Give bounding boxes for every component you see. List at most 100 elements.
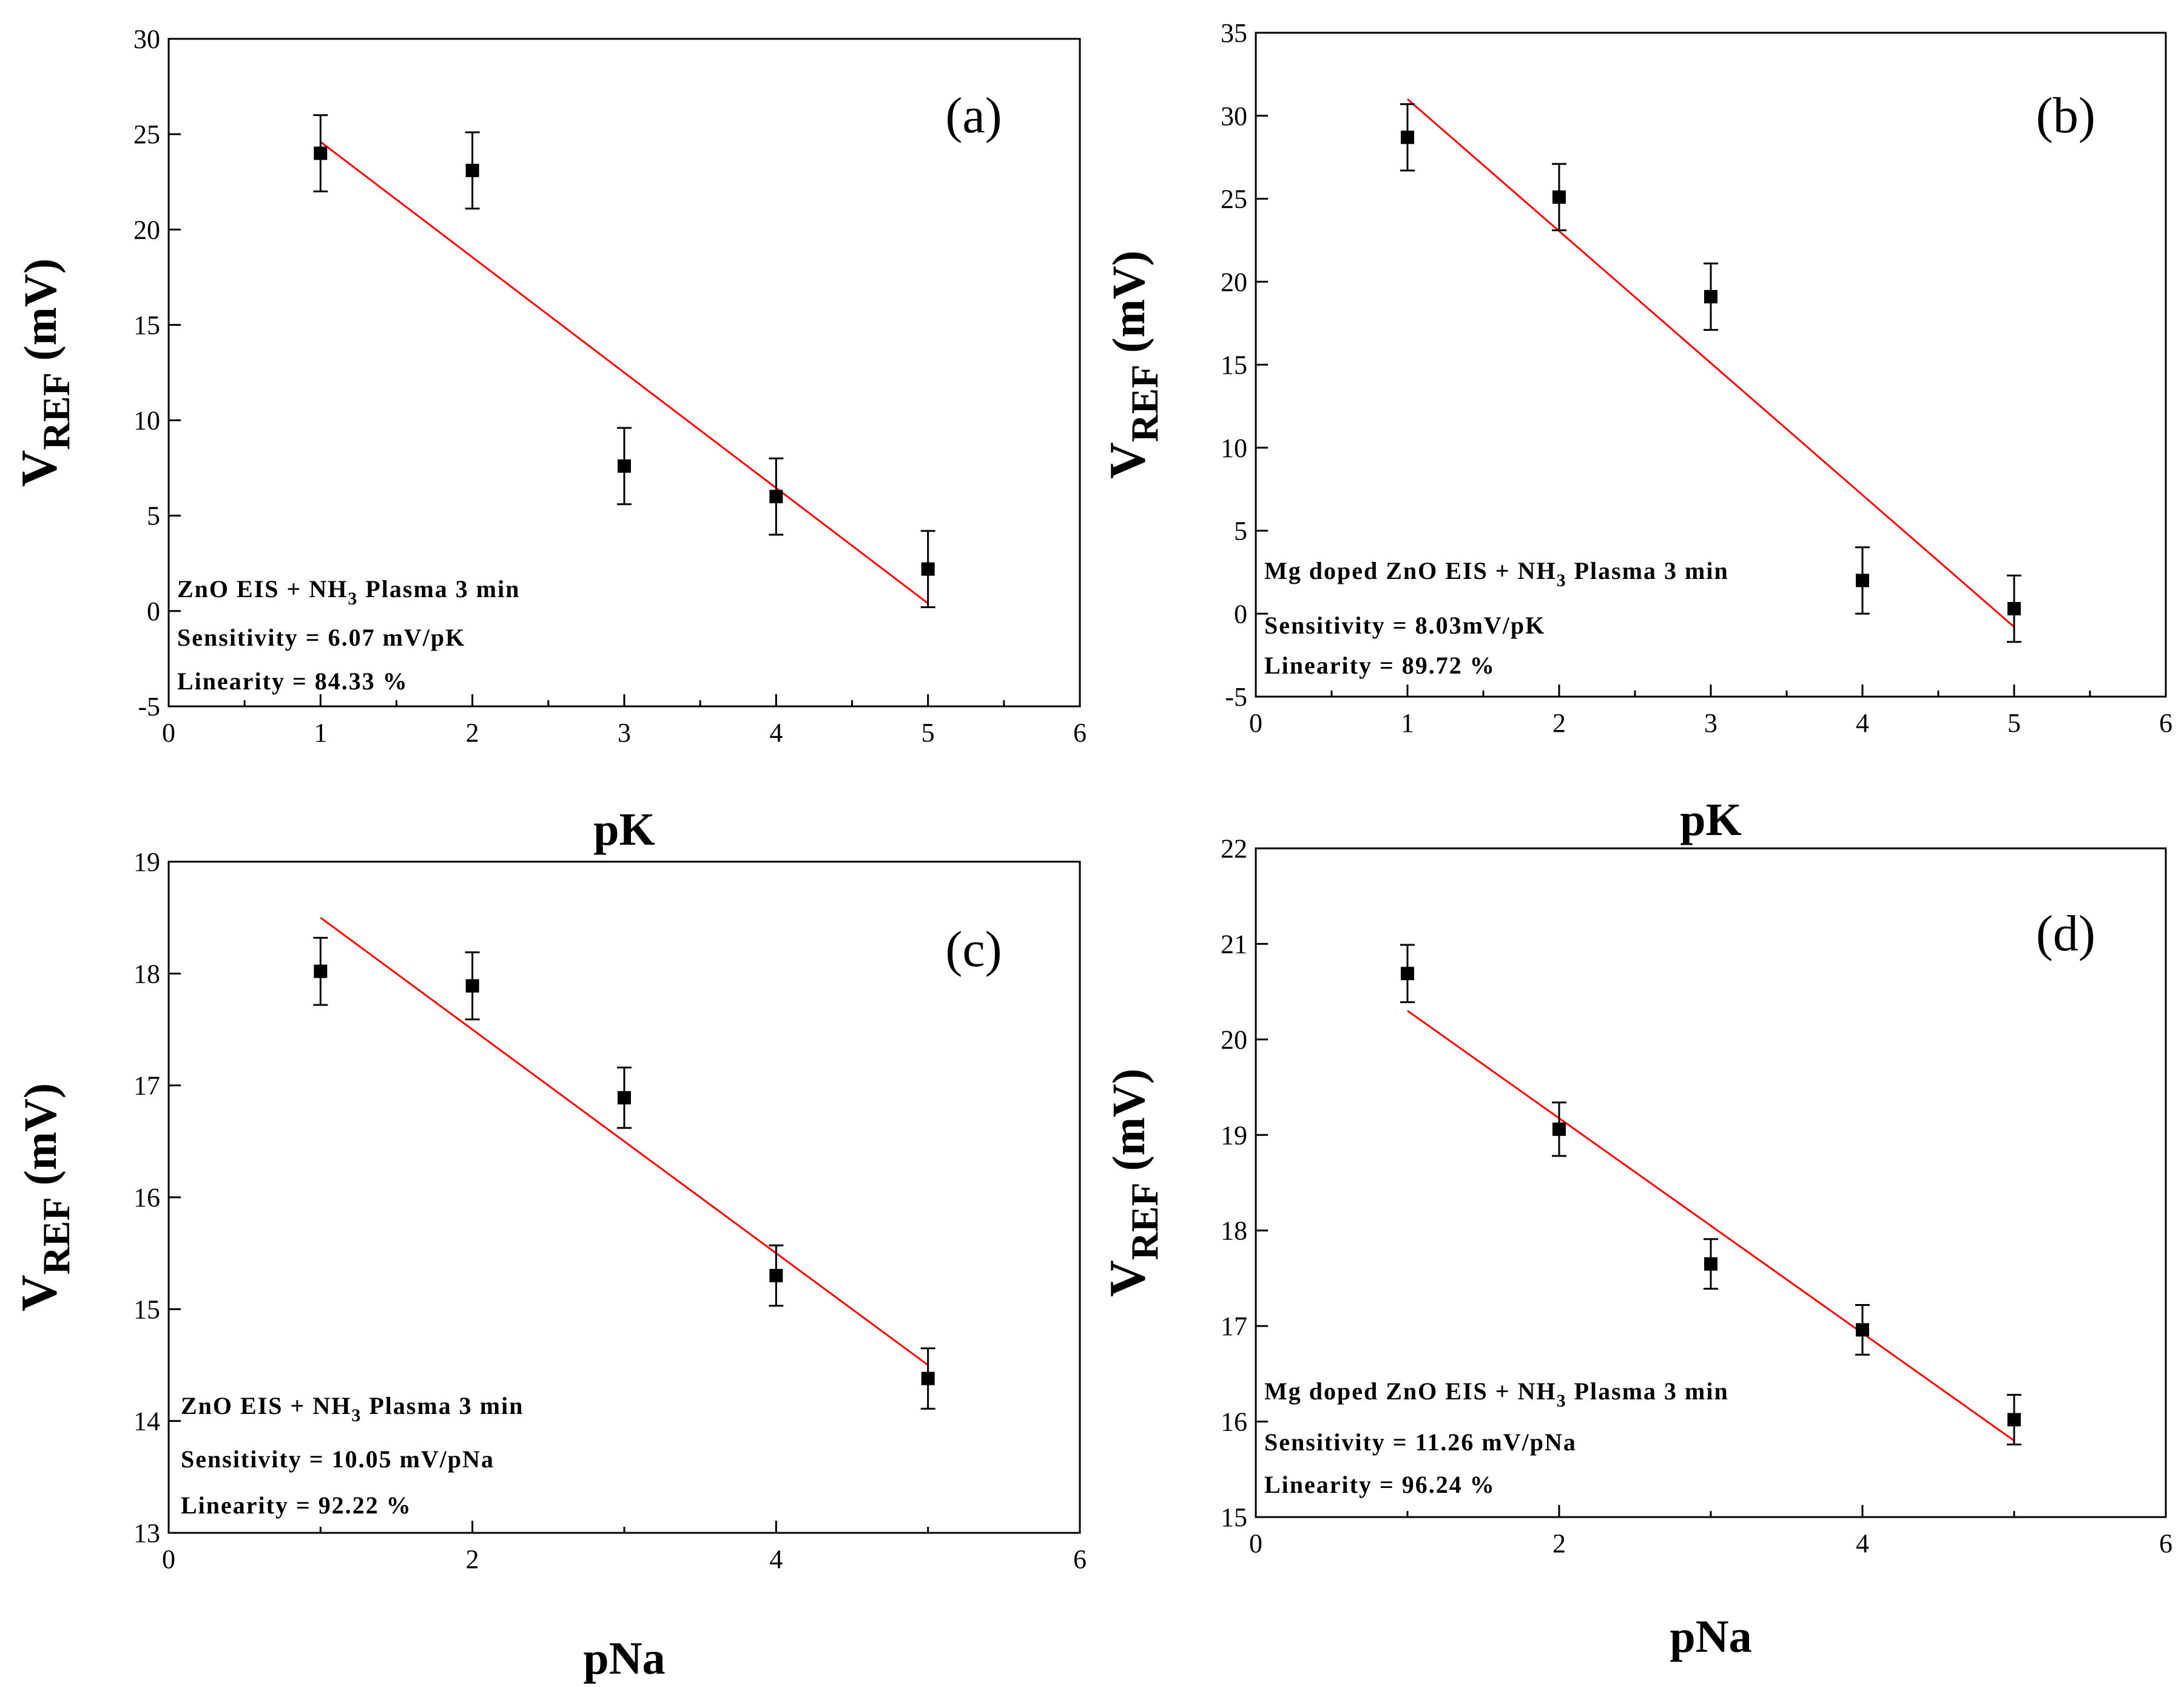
y-tick-label: 20	[1221, 1025, 1247, 1055]
y-tick-label: 16	[133, 1183, 160, 1212]
y-tick-label: 35	[1221, 18, 1247, 48]
annotation-title-sub: 3	[1557, 570, 1567, 590]
data-point	[465, 163, 479, 177]
fit-line	[1407, 1010, 2015, 1442]
y-tick-label: 22	[1221, 834, 1247, 864]
annotation-title-sub: 3	[1557, 1391, 1567, 1411]
x-tick-label: 0	[162, 1544, 175, 1574]
x-tick-label: 3	[1704, 708, 1717, 738]
annotation-title-post: Plasma 3 min	[362, 1392, 524, 1419]
data-point	[314, 146, 328, 160]
y-tick-label: 15	[1221, 1503, 1247, 1532]
y-tick-label: 16	[1221, 1407, 1247, 1437]
data-point	[2007, 1413, 2021, 1427]
y-tick-label: 17	[1221, 1311, 1247, 1341]
y-tick-label: 15	[1221, 350, 1247, 380]
y-tick-label: 5	[1234, 516, 1247, 546]
annotation-sensitivity: Sensitivity = 11.26 mV/pNa	[1264, 1428, 1577, 1456]
data-point	[1856, 1323, 1869, 1337]
y-tick-label: 0	[1234, 599, 1247, 629]
panel-label: (a)	[945, 87, 1002, 144]
annotation-linearity: Linearity = 84.33 %	[177, 668, 408, 695]
data-point	[1704, 1257, 1717, 1271]
y-axis-title-main: V	[11, 1275, 67, 1312]
plot-frame	[1255, 32, 2167, 698]
x-tick-label: 0	[1249, 1529, 1262, 1558]
y-axis-title: VREF (mV)	[11, 259, 78, 487]
annotation-linearity: Linearity = 89.72 %	[1264, 652, 1495, 679]
y-tick-label: 25	[1221, 184, 1247, 214]
x-tick-label: 4	[769, 1544, 783, 1574]
annotation-sensitivity: Sensitivity = 8.03mV/pK	[1264, 612, 1545, 639]
x-tick-label: 5	[2007, 708, 2021, 738]
x-axis-title: pK	[593, 804, 655, 855]
y-axis-title-sub: REF	[35, 373, 78, 450]
x-tick-label: 6	[2159, 1529, 2172, 1558]
data-point	[1552, 1122, 1566, 1136]
y-tick-label: 20	[133, 215, 160, 245]
x-axis-title: pK	[1680, 794, 1741, 845]
y-tick-label: 18	[1221, 1216, 1247, 1246]
y-tick-label: 13	[133, 1518, 160, 1548]
y-tick-label: 19	[1221, 1120, 1247, 1150]
y-tick-label: 19	[133, 847, 160, 877]
y-tick-label: -5	[138, 692, 160, 722]
x-tick-label: 4	[1856, 708, 1869, 738]
x-axis-title: pNa	[1670, 1611, 1751, 1662]
y-tick-label: 15	[133, 1294, 160, 1324]
annotation-title: ZnO EIS + NH3 Plasma 3 min	[181, 1392, 524, 1425]
data-point	[769, 490, 783, 504]
x-tick-label: 2	[1552, 1529, 1566, 1558]
annotation-title-sub: 3	[348, 589, 358, 609]
annotation-title-post: Plasma 3 min	[358, 575, 520, 603]
y-axis-title: VREF (mV)	[1099, 251, 1166, 479]
y-axis-title-unit: (mV)	[15, 1083, 66, 1197]
y-tick-label: 20	[1221, 267, 1247, 297]
x-tick-label: 0	[162, 718, 175, 748]
y-tick-label: 30	[133, 24, 160, 54]
data-point	[769, 1269, 783, 1283]
y-axis-title-unit: (mV)	[1104, 1069, 1154, 1183]
data-point	[1401, 130, 1414, 144]
x-tick-label: 4	[769, 718, 783, 748]
x-tick-label: 2	[466, 1544, 479, 1574]
plot-frame	[1255, 847, 2167, 1518]
x-tick-label: 1	[1401, 708, 1414, 738]
x-tick-label: 2	[1552, 708, 1566, 738]
y-tick-label: 10	[1221, 433, 1247, 463]
y-tick-label: 14	[133, 1407, 160, 1436]
y-tick-label: 21	[1221, 929, 1247, 959]
data-point	[921, 1371, 935, 1385]
annotation-title-pre: ZnO EIS + NH	[181, 1392, 351, 1419]
annotation-title: ZnO EIS + NH3 Plasma 3 min	[177, 575, 520, 609]
x-axis-title: pNa	[583, 1633, 665, 1684]
annotation-sensitivity: Sensitivity = 10.05 mV/pNa	[181, 1445, 494, 1473]
data-point	[1552, 190, 1566, 204]
data-point	[465, 979, 479, 993]
x-tick-label: 5	[922, 718, 935, 748]
data-point	[618, 1090, 631, 1104]
x-tick-label: 0	[1249, 708, 1262, 738]
y-axis-title-unit: (mV)	[1104, 251, 1154, 365]
annotation-title-pre: ZnO EIS + NH	[177, 575, 348, 603]
data-point	[1856, 573, 1869, 587]
y-tick-label: 5	[147, 501, 160, 531]
data-point	[618, 459, 631, 473]
x-tick-label: 4	[1856, 1529, 1869, 1558]
annotation-sensitivity: Sensitivity = 6.07 mV/pK	[177, 624, 465, 651]
y-axis-title-main: V	[1099, 442, 1156, 479]
y-axis-title-sub: REF	[1123, 365, 1166, 442]
x-tick-label: 2	[466, 718, 479, 748]
y-tick-label: 10	[133, 406, 160, 436]
panel-label: (c)	[945, 921, 1002, 978]
data-point	[1704, 289, 1717, 303]
y-axis-title-unit: (mV)	[15, 259, 66, 373]
y-axis-title-sub: REF	[35, 1197, 78, 1275]
y-axis-title-main: V	[11, 450, 67, 487]
y-tick-label: 30	[1221, 101, 1247, 131]
plot-frame	[167, 860, 1081, 1534]
fit-line	[320, 141, 929, 604]
data-point	[1401, 967, 1414, 981]
